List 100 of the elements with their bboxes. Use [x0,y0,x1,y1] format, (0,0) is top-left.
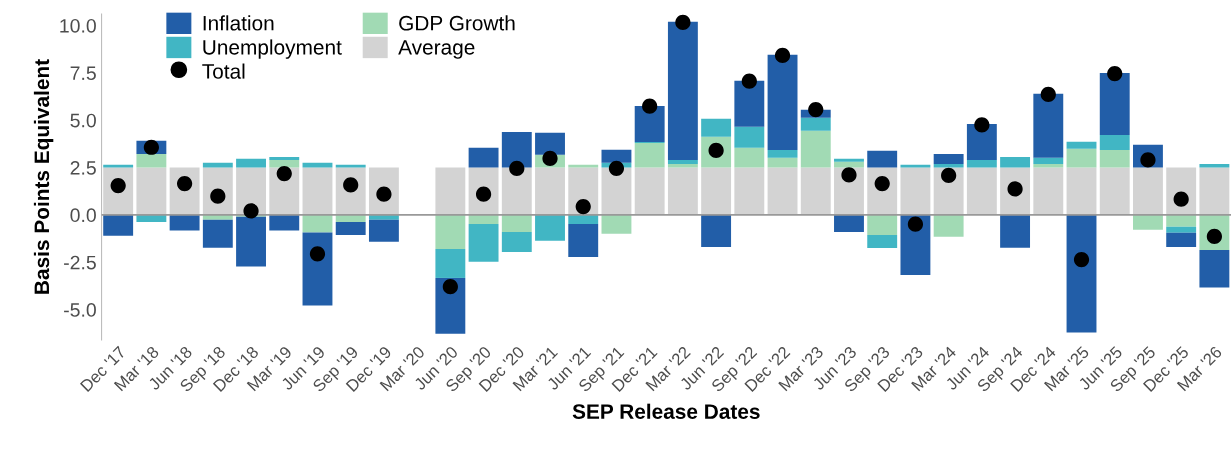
legend-label: Total [202,63,245,79]
bar [202,219,233,248]
bar [501,214,532,232]
point [243,203,259,219]
point [841,167,857,183]
bar [867,214,898,235]
bar [900,167,931,215]
bar [269,159,300,168]
point [1073,251,1090,268]
point [276,165,292,182]
y-axis-title: Basis Points Equivalent [33,59,54,294]
bar [435,248,466,278]
y-tick-label: 10.0 [60,18,96,33]
bar [800,117,831,131]
bar [800,130,831,168]
legend-label: GDP Growth [399,15,515,31]
bar [1033,93,1064,158]
point [741,73,757,89]
bar [1000,156,1031,168]
bar [1033,167,1064,215]
bar [368,219,399,242]
bar [834,214,864,232]
bar [834,161,864,168]
legend-label: Inflation [203,15,274,31]
point [941,167,957,184]
bar [1000,214,1031,248]
bar [302,162,333,168]
bar [535,214,565,241]
bar [1099,134,1130,150]
bar [800,167,831,215]
bar [435,214,466,249]
bar [501,131,532,168]
bar [136,167,167,215]
bar [1099,73,1130,135]
point [675,14,691,31]
bar [701,118,732,137]
bar [966,123,997,160]
bar [867,234,898,249]
bar [767,149,798,158]
bar [568,223,599,257]
bar [933,214,964,237]
point [509,160,525,177]
bar [335,221,366,235]
bar [1066,167,1097,215]
bar [667,163,698,168]
bar [302,167,333,215]
bar [468,223,499,262]
bar [169,214,200,231]
y-tick-label: -2.5 [64,255,96,270]
bar [867,150,898,168]
point [808,101,824,118]
legend-label: Average [398,40,475,59]
bar [535,167,565,215]
point [309,246,326,262]
bar [734,167,765,215]
bar [634,105,665,142]
bar [1166,214,1197,227]
point [1173,191,1189,207]
bar [269,156,300,160]
bar [468,147,499,168]
bar [302,232,333,306]
bar [734,126,765,148]
bar [1199,163,1230,168]
bar [535,132,565,155]
bar [933,163,964,168]
bar [1166,226,1197,233]
bar [136,153,167,168]
y-tick-label: 0.0 [70,208,96,223]
bar [601,149,632,163]
bar [501,167,532,215]
bar [1166,232,1197,247]
bar [667,167,698,215]
legend-label: Unemployment [203,39,342,59]
point [1107,65,1123,82]
bar [236,158,266,168]
bar [103,164,134,168]
bar [601,214,632,234]
y-tick-label: 5.0 [70,113,96,128]
point [442,279,458,295]
bar [269,214,300,231]
bar [1099,149,1130,168]
bar [701,214,732,247]
bar [1099,167,1130,215]
y-tick-label: -5.0 [64,303,96,317]
bar [966,159,997,168]
bar [1133,167,1163,215]
bar [202,162,233,168]
bar [568,164,599,168]
bar [501,231,532,252]
point [542,150,558,167]
bar [1066,214,1097,333]
bar [900,164,931,168]
bar [1066,141,1097,149]
bar [701,167,732,215]
point [642,98,658,114]
point [774,47,791,63]
bar [767,157,798,168]
bar [667,21,698,160]
bar [933,153,964,164]
bar [667,159,698,164]
